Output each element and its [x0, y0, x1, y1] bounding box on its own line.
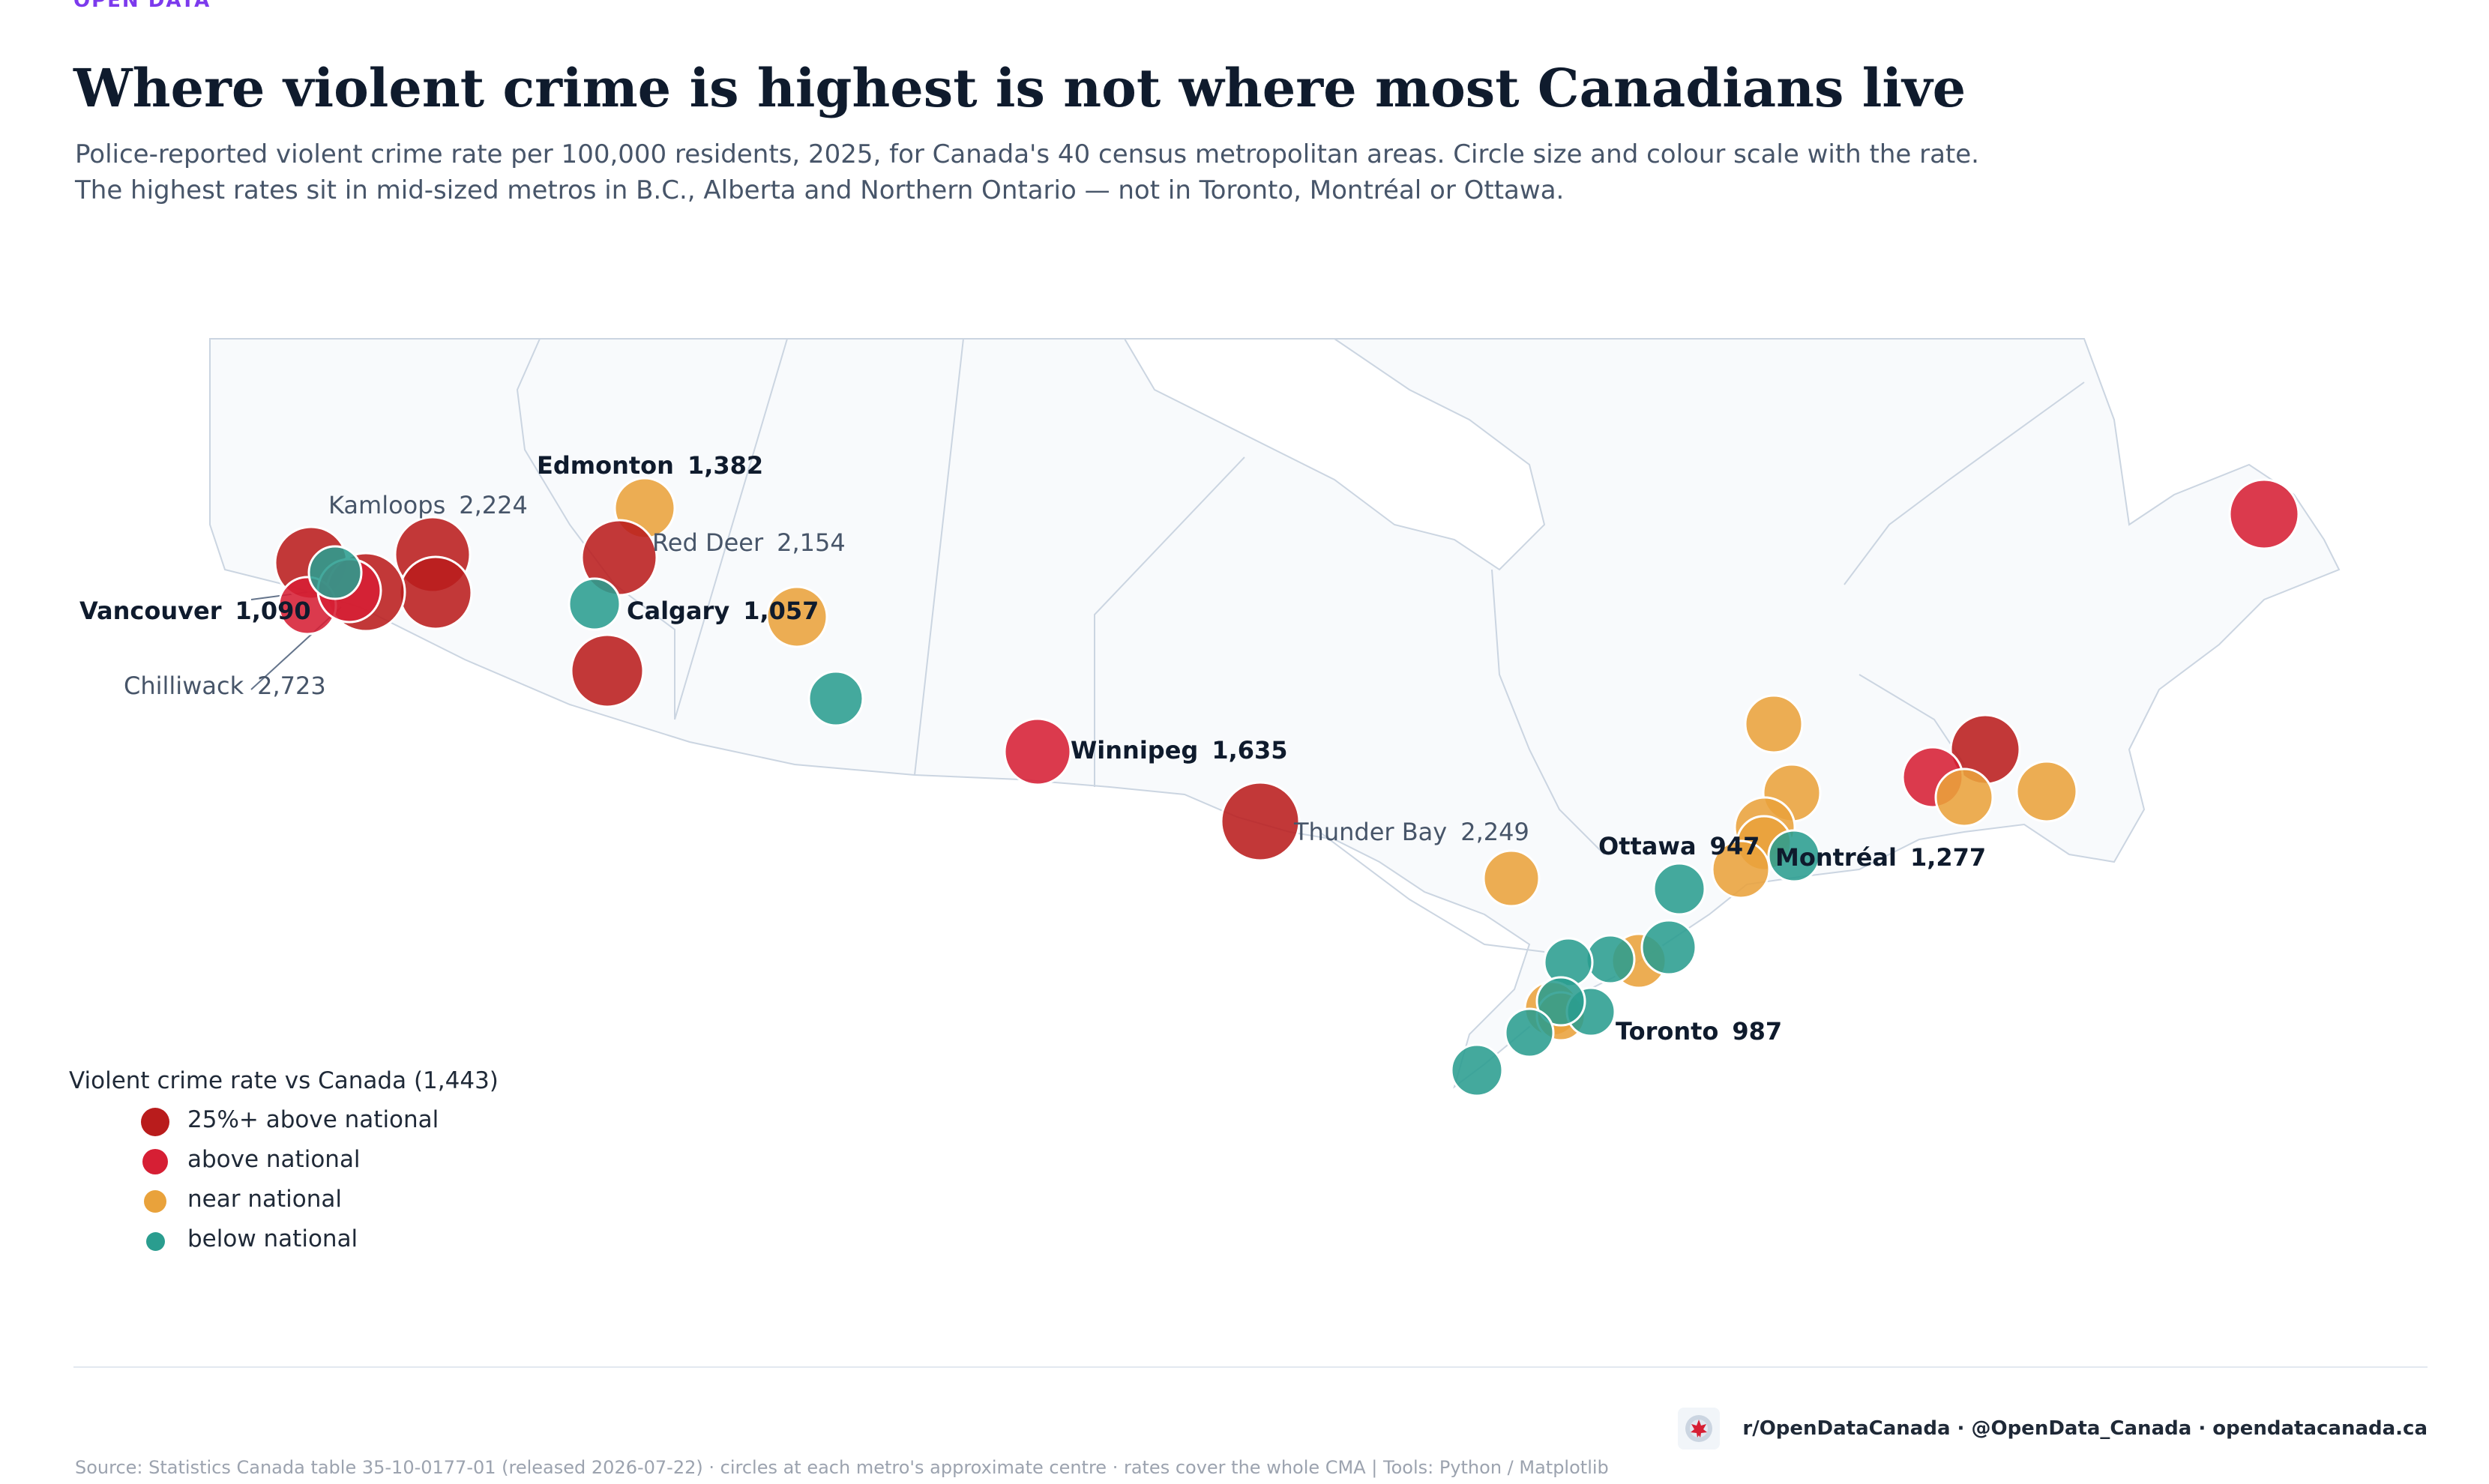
maple-leaf-logo-icon [1678, 1408, 1721, 1450]
legend-swatch [142, 1149, 168, 1174]
legend-label: near national [187, 1186, 342, 1213]
border-qc-nl [1844, 381, 2085, 585]
source-note: Source: Statistics Canada table 35-10-01… [75, 1457, 1609, 1478]
metro-circle [1504, 1007, 1555, 1058]
metro-circle [1652, 862, 1706, 916]
metro-circle [1934, 767, 1994, 827]
legend-item-near: near national [69, 1183, 499, 1222]
legend-label: above national [187, 1146, 361, 1173]
metro-circle [570, 633, 645, 708]
metro-circle [398, 555, 473, 630]
metro-circle [568, 577, 622, 631]
metro-circle [307, 545, 363, 600]
legend-swatch [146, 1232, 165, 1251]
brand-wordmark-cut: OPEN DATA [73, 0, 211, 12]
label-red-deer: Red Deer 2,154 [652, 528, 846, 557]
great-lakes-shore [1319, 831, 1545, 953]
hudson-bay [1123, 338, 1546, 571]
legend-label: below national [187, 1225, 358, 1252]
label-calgary: Calgary 1,057 [627, 597, 819, 625]
land-canada [209, 338, 2341, 1089]
label-toronto: Toronto 987 [1616, 1017, 1782, 1046]
legend-item-below: below national [69, 1222, 499, 1262]
label-winnipeg: Winnipeg 1,635 [1071, 736, 1288, 764]
metro-circle [807, 670, 864, 727]
metro-circle [1220, 781, 1301, 862]
city-labels: Kamloops 2,224 Edmonton 1,382 Red Deer 2,15… [79, 451, 1986, 1046]
metro-circle [765, 585, 828, 648]
metro-circle [2228, 478, 2300, 550]
label-vancouver: Vancouver 1,090 [79, 597, 311, 625]
footer-brand: r/OpenDataCanada · @OpenData_Canada · op… [1678, 1408, 2428, 1450]
legend-title: Violent crime rate vs Canada (1,443) [69, 1067, 499, 1094]
legend-item-above: above national [69, 1143, 499, 1183]
border-sk-mb [914, 338, 964, 776]
metro-circle [1711, 839, 1771, 899]
legend-swatch [144, 1190, 166, 1213]
footer-brand-text[interactable]: r/OpenDataCanada · @OpenData_Canada · op… [1742, 1417, 2428, 1440]
subtitle-line-2: The highest rates sit in mid-sized metro… [75, 175, 1565, 205]
label-ottawa: Ottawa 947 [1598, 832, 1760, 860]
subtitle-line-1: Police-reported violent crime rate per 1… [75, 139, 1979, 169]
label-kamloops: Kamloops 2,224 [328, 491, 528, 519]
metro-circles [274, 477, 2300, 1097]
footer-divider [73, 1366, 2428, 1368]
metro-circle [1535, 976, 1586, 1027]
legend-swatch [141, 1108, 169, 1136]
metro-circle [1744, 694, 1804, 754]
border-ab-sk [674, 338, 788, 720]
label-montreal: Montréal 1,277 [1775, 843, 1986, 872]
border-on-qc [1491, 569, 1605, 855]
metro-circle [1482, 849, 1541, 908]
legend-label: 25%+ above national [187, 1106, 439, 1133]
legend: Violent crime rate vs Canada (1,443) 25%… [69, 1067, 499, 1262]
border-mb-on [1094, 456, 1245, 787]
metro-circle [1585, 934, 1636, 985]
legend-item-well-above: 25%+ above national [69, 1103, 499, 1143]
metro-circle [1767, 829, 1821, 883]
page-subtitle: Police-reported violent crime rate per 1… [75, 136, 2249, 208]
metro-circle [2015, 760, 2078, 823]
metro-circle [1640, 919, 1697, 976]
border-bc-ab [516, 338, 675, 720]
metro-circle [1003, 717, 1072, 786]
page-title: Where violent crime is highest is not wh… [73, 57, 1966, 119]
label-edmonton: Edmonton 1,382 [537, 451, 763, 480]
metro-circle [1450, 1043, 1504, 1097]
label-thunder-bay: Thunder Bay 2,249 [1293, 818, 1529, 846]
label-chilliwack: Chilliwack 2,723 [124, 672, 326, 700]
